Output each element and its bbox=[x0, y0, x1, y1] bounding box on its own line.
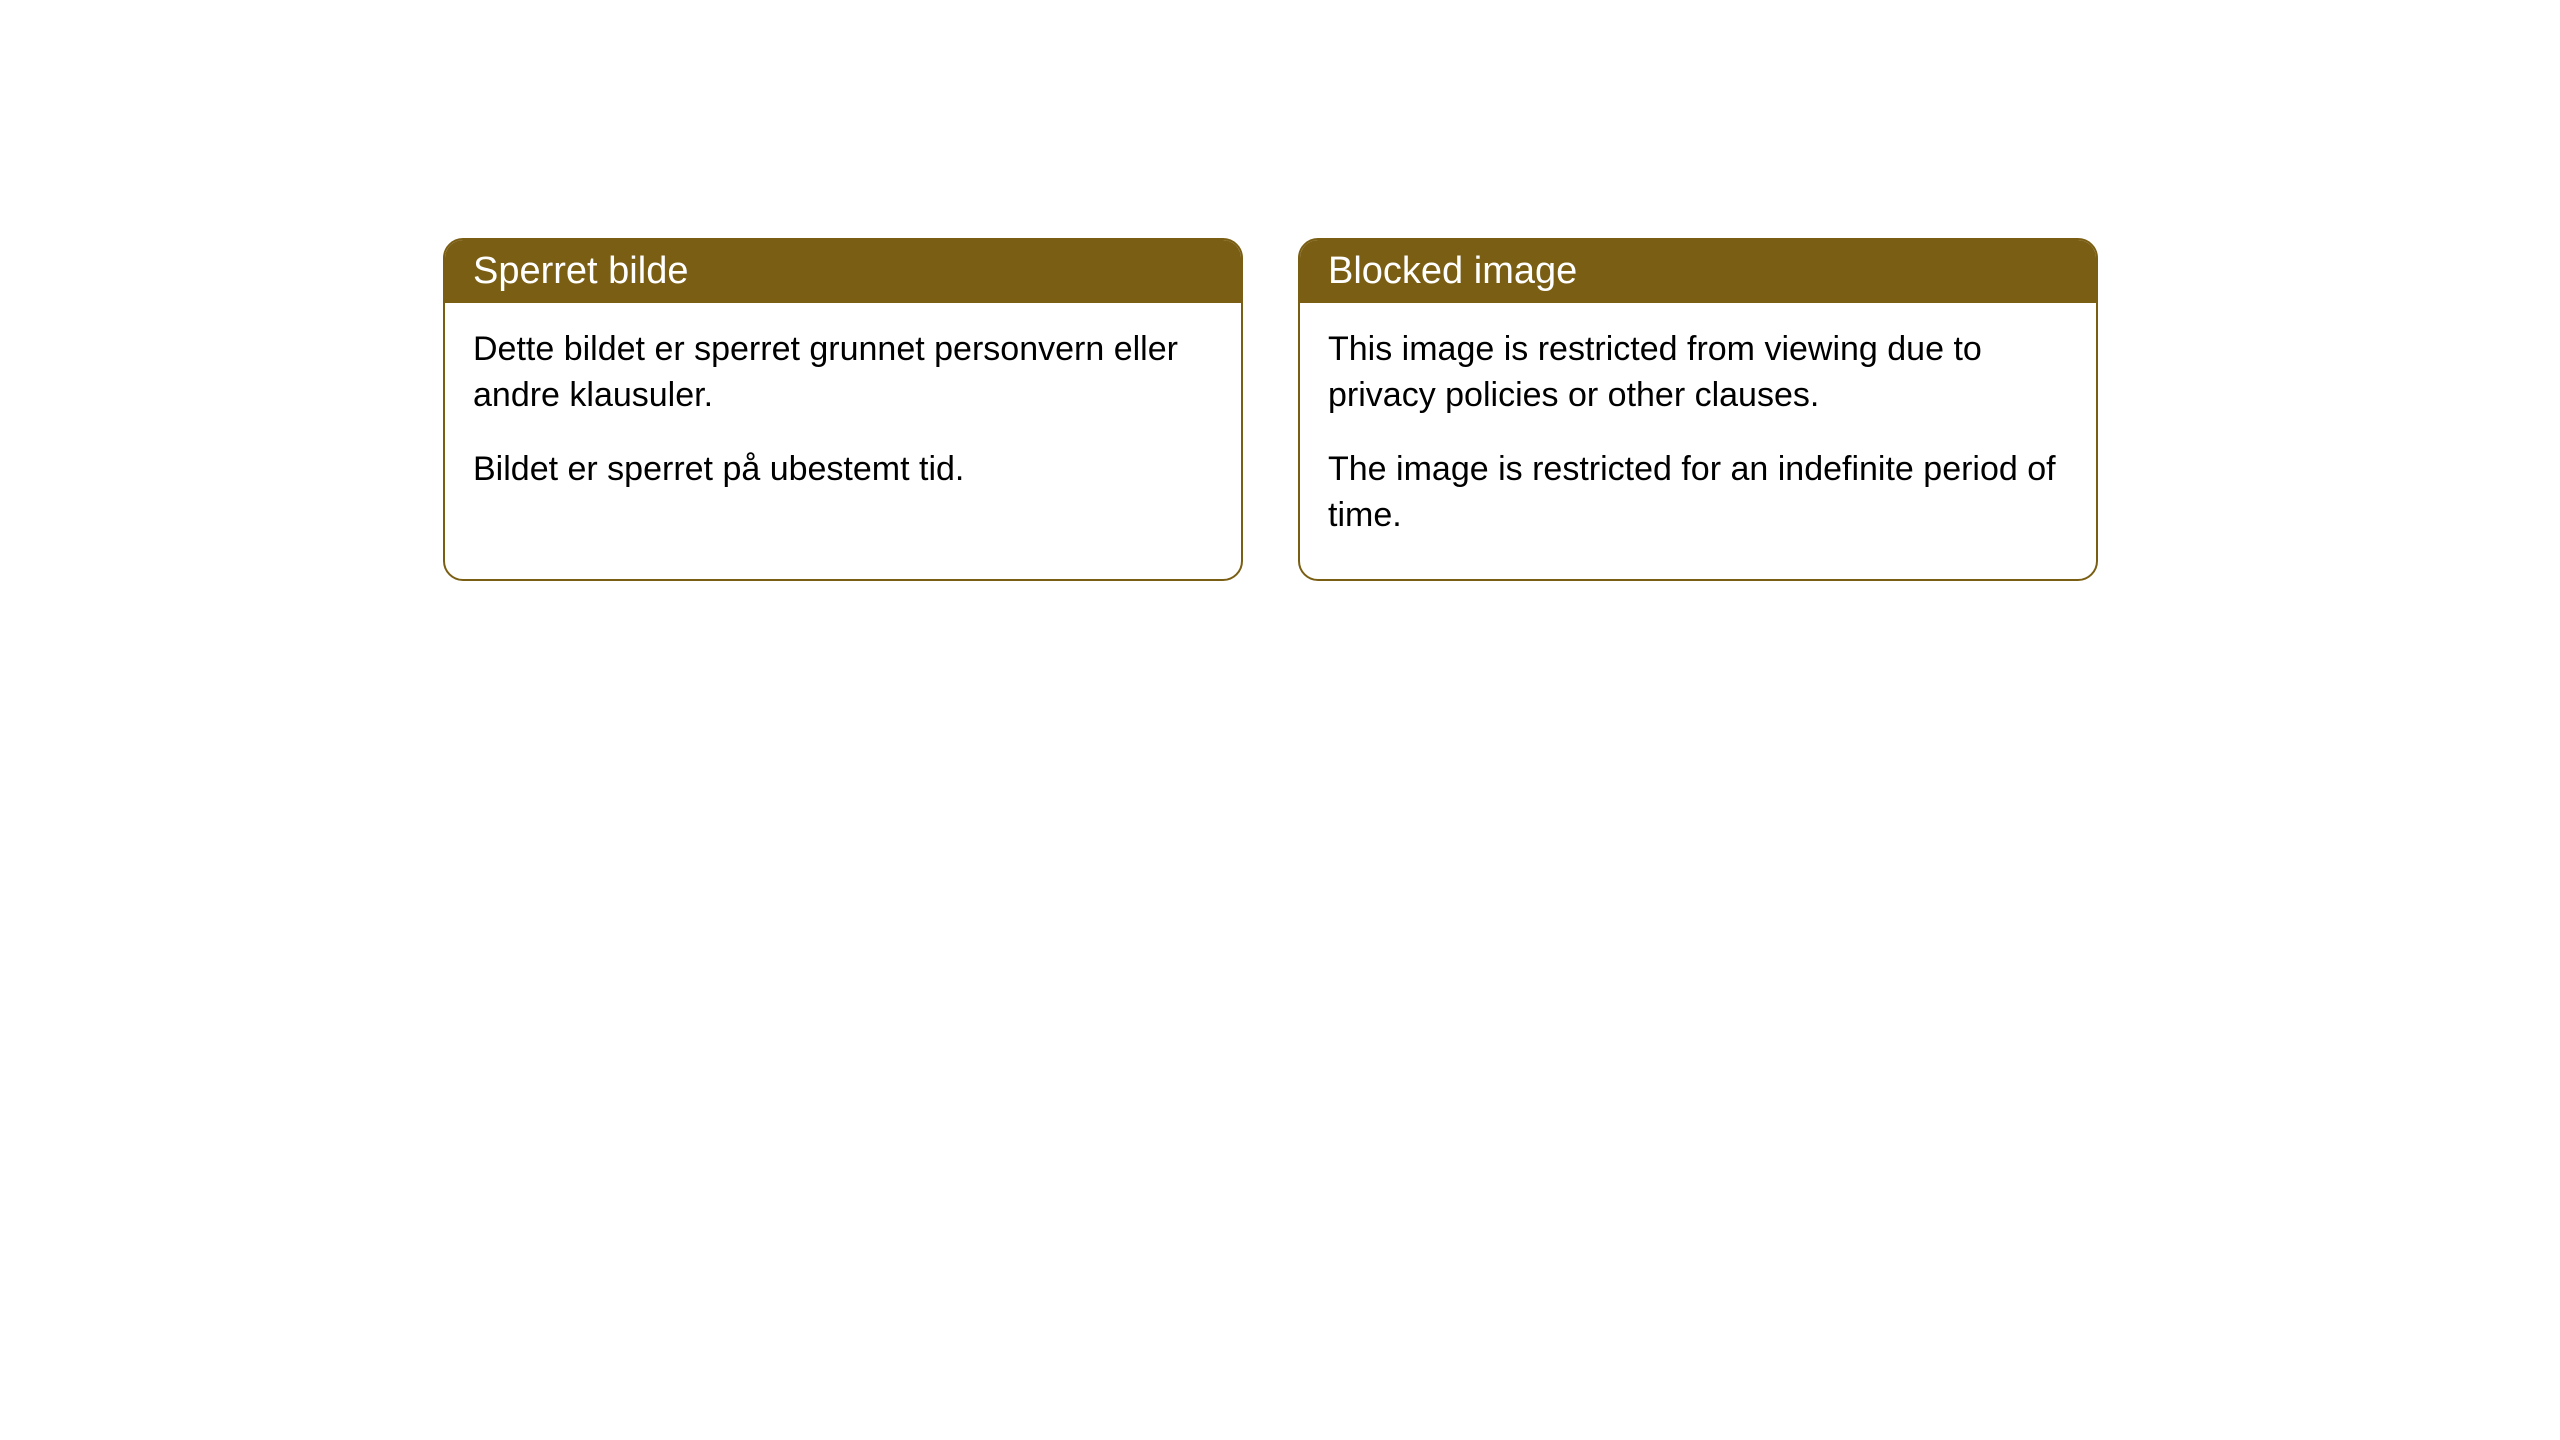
blocked-image-card-norwegian: Sperret bilde Dette bildet er sperret gr… bbox=[443, 238, 1243, 581]
blocked-image-card-english: Blocked image This image is restricted f… bbox=[1298, 238, 2098, 581]
card-header: Sperret bilde bbox=[445, 240, 1241, 303]
card-paragraph-2: The image is restricted for an indefinit… bbox=[1328, 447, 2068, 539]
card-paragraph-1: This image is restricted from viewing du… bbox=[1328, 327, 2068, 419]
card-paragraph-2: Bildet er sperret på ubestemt tid. bbox=[473, 447, 1213, 493]
card-body: Dette bildet er sperret grunnet personve… bbox=[445, 303, 1241, 533]
card-paragraph-1: Dette bildet er sperret grunnet personve… bbox=[473, 327, 1213, 419]
card-header: Blocked image bbox=[1300, 240, 2096, 303]
card-body: This image is restricted from viewing du… bbox=[1300, 303, 2096, 579]
cards-container: Sperret bilde Dette bildet er sperret gr… bbox=[443, 238, 2098, 581]
